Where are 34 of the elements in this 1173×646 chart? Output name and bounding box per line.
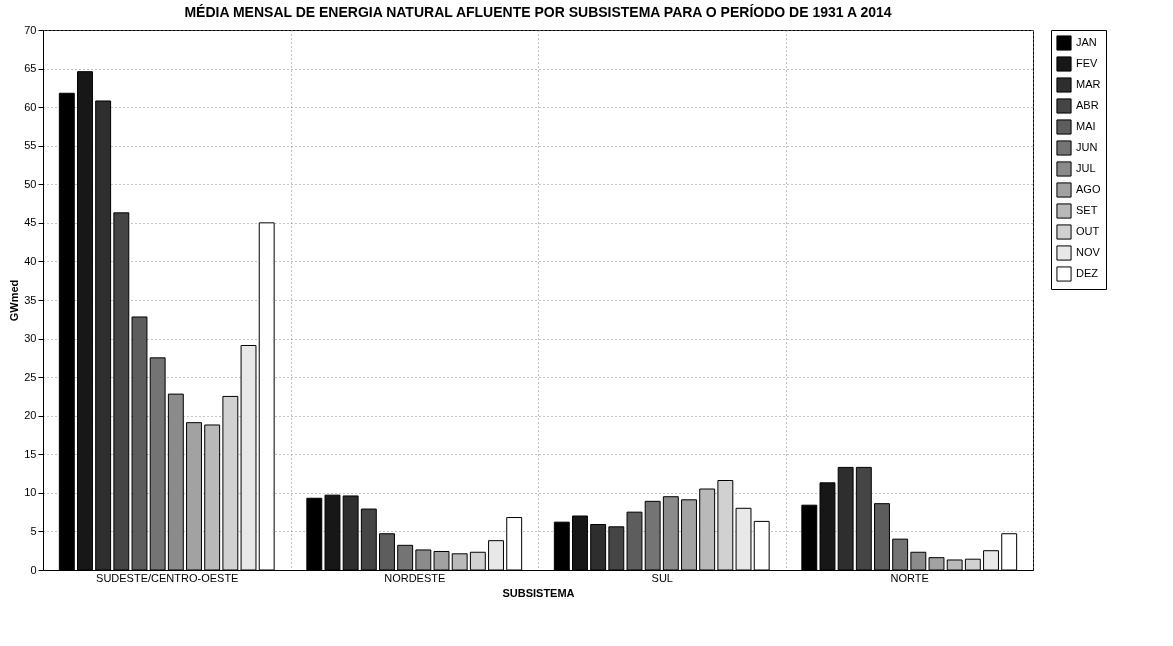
- legend-label: OUT: [1076, 225, 1100, 237]
- legend-label: MAR: [1076, 78, 1101, 90]
- legend-label: FEV: [1076, 57, 1099, 69]
- y-tick-label: 45: [24, 216, 37, 229]
- y-tick-label: 60: [24, 100, 37, 113]
- legend-label: ABR: [1076, 99, 1099, 111]
- y-tick-label: 40: [24, 254, 37, 267]
- legend-label: MAI: [1076, 120, 1096, 132]
- x-tick-label: SUDESTE/CENTRO-OESTE: [96, 571, 239, 584]
- y-tick-label: 65: [24, 62, 37, 75]
- legend-label: JUN: [1076, 141, 1098, 153]
- y-tick-label: 30: [24, 332, 37, 345]
- legend-label: JAN: [1076, 36, 1097, 48]
- y-tick-label: 70: [24, 23, 37, 36]
- y-tick-label: 55: [24, 139, 37, 152]
- y-tick-label: 20: [24, 409, 37, 422]
- y-axis-title: GWmed: [8, 279, 21, 322]
- x-tick-label: NORTE: [890, 571, 929, 584]
- y-tick-label: 15: [24, 447, 37, 460]
- y-tick-label: 25: [24, 370, 37, 383]
- y-tick-label: 5: [30, 524, 37, 537]
- y-tick-label: 50: [24, 177, 37, 190]
- legend-label: AGO: [1076, 183, 1101, 195]
- legend-label: DEZ: [1076, 267, 1099, 279]
- x-tick-label: SUL: [651, 571, 673, 584]
- x-tick-label: NORDESTE: [384, 571, 446, 584]
- y-tick-label: 35: [24, 293, 37, 306]
- legend-label: NOV: [1076, 246, 1101, 258]
- y-tick-label: 0: [30, 563, 37, 576]
- legend-label: JUL: [1076, 162, 1096, 174]
- y-tick-label: 10: [24, 486, 37, 499]
- legend-label: SET: [1076, 204, 1098, 216]
- x-axis-title: SUBSISTEMA: [502, 586, 575, 599]
- chart-title: MÉDIA MENSAL DE ENERGIA NATURAL AFLUENTE POR SUBSISTEMA PARA O PERÍODO DE 1931 A 2014: [184, 4, 892, 20]
